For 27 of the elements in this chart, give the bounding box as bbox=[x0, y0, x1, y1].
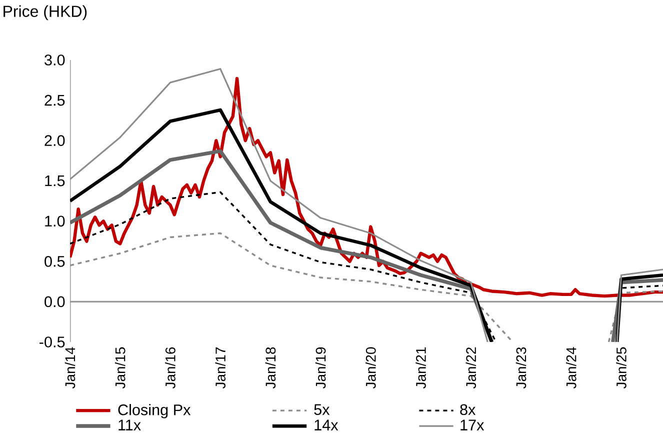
y-axis-title: Price (HKD) bbox=[4, 5, 87, 20]
y-tick-label: 0.0 bbox=[44, 296, 65, 308]
legend-label: Closing Px bbox=[118, 404, 191, 418]
y-tick-label: 2.0 bbox=[44, 135, 65, 146]
x-tick-label: Jan/15 bbox=[114, 347, 126, 389]
legend-label: 5x bbox=[314, 404, 330, 416]
legend-label: 11x bbox=[118, 420, 141, 430]
x-tick-label: Jan/17 bbox=[215, 348, 226, 389]
legend-label: 8x bbox=[460, 404, 476, 416]
legend-label: 17x bbox=[460, 420, 484, 430]
legend-label: 14x bbox=[314, 420, 338, 430]
x-tick-label: Jan/19 bbox=[315, 348, 326, 389]
x-tick-label: Jan/23 bbox=[516, 348, 526, 389]
x-tick-label: Jan/25 bbox=[616, 347, 626, 389]
x-tick-label: Jan/14 bbox=[64, 347, 76, 389]
y-tick-label: 0.5 bbox=[44, 256, 65, 268]
x-tick-label: Jan/24 bbox=[566, 347, 576, 389]
y-tick-label: 1.5 bbox=[45, 176, 65, 186]
x-tick-label: Jan/21 bbox=[416, 348, 426, 389]
y-tick-label: 2.5 bbox=[44, 95, 65, 106]
x-tick-label: Jan/20 bbox=[366, 347, 376, 389]
x-tick-label: Jan/22 bbox=[466, 348, 476, 389]
y-tick-label: 1.0 bbox=[45, 216, 65, 227]
y-tick-label: -0.5 bbox=[40, 336, 65, 348]
x-tick-label: Jan/16 bbox=[165, 348, 176, 389]
x-tick-label: Jan/18 bbox=[265, 348, 276, 389]
y-tick-label: 3.0 bbox=[44, 54, 65, 66]
